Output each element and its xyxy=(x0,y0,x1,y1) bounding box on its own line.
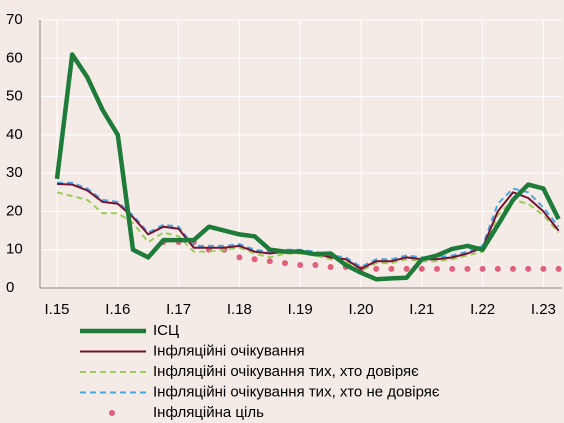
x-tick-label: I.15 xyxy=(44,301,69,318)
target-dot xyxy=(449,265,456,272)
target-dot xyxy=(525,265,532,272)
y-tick-label: 70 xyxy=(6,11,23,28)
y-tick-label: 50 xyxy=(6,88,23,105)
y-tick-label: 10 xyxy=(6,241,23,258)
series-line xyxy=(56,182,560,270)
x-tick-label: I.17 xyxy=(166,301,191,318)
x-tick-label: I.18 xyxy=(227,301,252,318)
target-dot xyxy=(266,258,273,265)
target-dot xyxy=(479,265,486,272)
x-tick-label: I.22 xyxy=(470,301,495,318)
y-tick-label: 30 xyxy=(6,164,23,181)
target-dot xyxy=(312,262,319,269)
target-dot xyxy=(297,262,304,269)
x-tick-label: I.16 xyxy=(105,301,130,318)
y-tick-label: 40 xyxy=(6,126,23,143)
target-dot xyxy=(555,265,562,272)
y-tick-label: 20 xyxy=(6,202,23,219)
legend-label: ІСЦ xyxy=(153,322,179,339)
target-dot xyxy=(434,265,440,272)
target-dot xyxy=(327,263,334,270)
target-dot xyxy=(540,265,547,272)
legend-label: Інфляційні очікування xyxy=(153,342,305,359)
x-tick-label: I.19 xyxy=(288,301,313,318)
y-tick-label: 0 xyxy=(6,279,14,296)
target-dot xyxy=(373,265,380,272)
x-tick-label: I.21 xyxy=(409,301,434,318)
x-tick-label: I.23 xyxy=(531,301,556,318)
target-dot xyxy=(251,256,258,263)
x-tick-label: I.20 xyxy=(348,301,373,318)
legend-label: Інфляційні очікування тих, хто довіряє xyxy=(153,363,419,380)
target-dot xyxy=(388,265,395,272)
target-dot xyxy=(418,265,425,272)
target-dot xyxy=(403,265,410,272)
target-dot xyxy=(510,265,516,272)
target-dot xyxy=(494,265,501,272)
target-dot xyxy=(236,254,243,261)
legend-label: Інфляційна ціль xyxy=(153,404,264,421)
series-line xyxy=(54,52,561,282)
legend-label: Інфляційні очікування тих, хто не довіря… xyxy=(153,383,440,400)
y-tick-label: 60 xyxy=(6,49,23,66)
target-dot xyxy=(464,265,471,272)
target-dot xyxy=(282,260,288,267)
legend-swatch xyxy=(109,410,115,416)
